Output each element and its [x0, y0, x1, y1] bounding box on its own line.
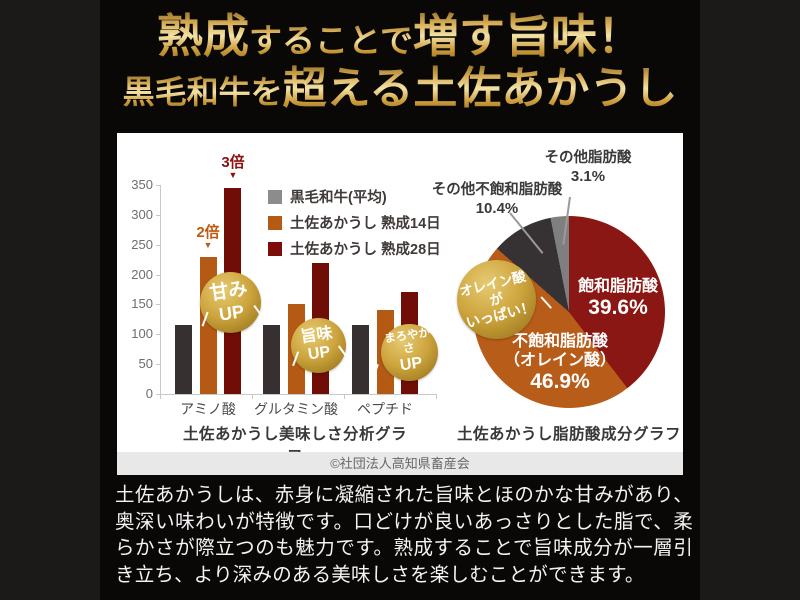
- pie-chart: 飽和脂肪酸 39.6% 不飽和脂肪酸 （オレイン酸） 46.9% その他不飽和脂…: [117, 133, 683, 475]
- legend-swatch: [268, 189, 282, 204]
- pie-label-other: その他脂肪酸 3.1%: [528, 149, 648, 186]
- pie-label-saturated: 飽和脂肪酸 39.6%: [561, 277, 675, 320]
- badge-umami-up: 旨味 UP: [291, 318, 346, 373]
- x-tick-mark: [344, 394, 345, 399]
- pie-label-unsaturated: 不飽和脂肪酸 （オレイン酸） 46.9%: [488, 332, 632, 394]
- bar-グルタミン酸-0: [263, 325, 280, 394]
- bar-アミノ酸-0: [175, 325, 192, 394]
- bar-ペプチド-0: [352, 325, 369, 394]
- description-paragraph: 土佐あかうしは、赤身に凝縮された旨味とほのかな甘みがあり、奥深い味わいが特徴です…: [115, 484, 693, 586]
- category-label: グルタミン酸: [254, 401, 338, 417]
- y-tick-label: 200: [131, 266, 153, 282]
- y-tick-mark: [156, 304, 160, 306]
- pie-slice-pct: 3.1%: [570, 168, 606, 185]
- badge-umami-up-text: 旨味 UP: [300, 325, 337, 366]
- x-tick-mark: [436, 394, 437, 399]
- y-tick-mark: [156, 364, 160, 366]
- legend-row: 黒毛和牛(平均): [268, 186, 441, 207]
- y-tick-label: 250: [131, 236, 153, 252]
- badge-line2: UP: [307, 343, 332, 364]
- pie-slice-pct: 46.9%: [530, 370, 590, 393]
- bar-y-axis-line: [160, 185, 161, 394]
- legend-swatch: [268, 215, 282, 230]
- category-label: アミノ酸: [180, 401, 236, 417]
- pie-slice-pct: 10.4%: [475, 200, 519, 217]
- annotation-2x-text: 2倍: [196, 224, 220, 241]
- badge-amami-up-text: 甘み UP: [209, 279, 253, 326]
- y-tick-label: 350: [131, 177, 153, 192]
- header-line-2: 黒毛和牛を超える土佐あかうし: [100, 62, 700, 114]
- legend-swatch: [268, 241, 282, 256]
- legend-label: 土佐あかうし 熟成28日: [290, 242, 441, 258]
- badge-line2: UP: [218, 301, 246, 325]
- y-tick-mark: [156, 244, 160, 246]
- legend-label: 土佐あかうし 熟成14日: [290, 216, 441, 232]
- header-line2-seg1: 黒毛和牛を: [122, 72, 283, 111]
- pie-chart-title: 土佐あかうし脂肪酸成分グラフ: [456, 426, 681, 443]
- legend-label: 黒毛和牛(平均): [290, 190, 387, 206]
- badge-amami-up: 甘み UP: [200, 272, 261, 333]
- header-line-1: 熟成することで増す旨味！: [100, 9, 700, 63]
- bar-x-axis-line: [160, 394, 437, 395]
- x-tick-mark: [252, 394, 253, 399]
- y-tick-mark: [156, 394, 160, 395]
- badge-maroyakasa-up-text: まろやかさ UP: [378, 326, 441, 378]
- pie-slice-label2: （オレイン酸）: [503, 352, 616, 369]
- header: 熟成することで増す旨味！ 黒毛和牛を超える土佐あかうし: [100, 9, 700, 114]
- x-tick-mark: [160, 394, 161, 399]
- badge-maroyakasa-up: まろやかさ UP: [381, 324, 438, 381]
- legend-row: 土佐あかうし 熟成14日: [268, 212, 441, 233]
- pie-slice-label: 飽和脂肪酸: [577, 278, 658, 295]
- bar-chart: 0 50 100 150 200 250 300 350 アミノ酸 グルタミン酸 ペプチド 黒毛和牛…: [117, 133, 683, 475]
- header-line1-seg3: 増す旨味！: [413, 9, 643, 63]
- pie-slice-label: その他不飽和脂肪酸: [431, 182, 563, 198]
- header-line1-seg2: することで: [248, 21, 413, 60]
- y-tick-label: 300: [131, 206, 153, 222]
- y-tick-mark: [156, 274, 160, 276]
- header-line1-seg1: 熟成: [156, 9, 249, 63]
- y-tick-label: 150: [131, 296, 153, 312]
- down-triangle-icon: ▼: [203, 240, 213, 250]
- y-tick-label: 100: [131, 326, 153, 342]
- category-label: ペプチド: [357, 401, 413, 417]
- header-line2-seg2: 超える土佐あかうし: [282, 62, 678, 114]
- pie-slice-label: 不飽和脂肪酸: [511, 333, 608, 350]
- bar-legend: 黒毛和牛(平均) 土佐あかうし 熟成14日 土佐あかうし 熟成28日: [268, 186, 441, 264]
- y-tick-mark: [156, 334, 160, 336]
- y-tick-label: 50: [138, 356, 153, 372]
- copyright-strip: ©社団法人高知県畜産会: [117, 452, 683, 475]
- badge-oleic-acid-text: オレイン酸が いっぱい！: [452, 267, 540, 332]
- chart-panel: 0 50 100 150 200 250 300 350 アミノ酸 グルタミン酸 ペプチド 黒毛和牛…: [117, 133, 683, 475]
- y-tick-mark: [156, 214, 160, 216]
- annotation-3x: 3倍 ▼: [214, 155, 252, 180]
- y-tick-mark: [156, 185, 160, 186]
- center-column: 熟成することで増す旨味！ 黒毛和牛を超える土佐あかうし 0 50 100 150 200…: [100, 0, 700, 600]
- down-triangle-icon: ▼: [228, 170, 238, 180]
- y-tick-label: 0: [145, 386, 153, 401]
- annotation-2x: 2倍 ▼: [189, 225, 227, 250]
- pie-slice-pct: 39.6%: [588, 296, 648, 319]
- badge-oleic-acid: オレイン酸が いっぱい！: [457, 260, 536, 339]
- legend-row: 土佐あかうし 熟成28日: [268, 238, 441, 259]
- annotation-3x-text: 3倍: [221, 154, 245, 171]
- pie-label-other-unsaturated: その他不飽和脂肪酸 10.4%: [429, 181, 565, 218]
- pie-slice-label: その他脂肪酸: [544, 150, 632, 166]
